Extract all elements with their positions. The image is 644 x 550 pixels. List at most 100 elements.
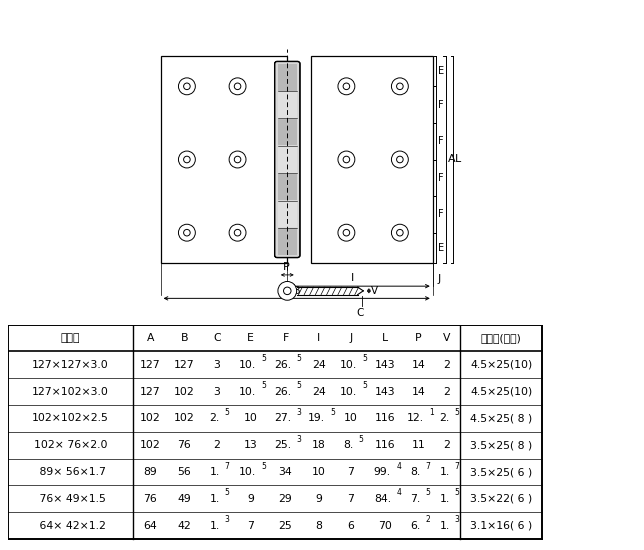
Text: 2.: 2. [209,414,220,424]
Text: 5: 5 [261,354,267,364]
Text: 8.: 8. [410,467,421,477]
Text: 127: 127 [140,360,161,370]
Circle shape [397,156,403,163]
Text: C: C [213,333,221,343]
Text: 5: 5 [455,408,460,417]
Text: 3: 3 [214,360,220,370]
Circle shape [229,151,246,168]
Circle shape [184,83,190,90]
Text: 99.: 99. [374,467,391,477]
Text: F: F [283,333,289,343]
Text: 13: 13 [243,440,257,450]
Text: 9: 9 [247,494,254,504]
Text: 127: 127 [174,360,194,370]
Text: 8.: 8. [343,440,354,450]
Text: 24: 24 [312,387,326,397]
Text: 5: 5 [225,488,229,498]
Text: 25: 25 [279,521,292,531]
Text: 2: 2 [214,440,220,450]
Text: 4.5×25(10): 4.5×25(10) [470,360,532,370]
Text: A: A [448,155,455,164]
Text: 5: 5 [362,381,367,390]
Text: 7: 7 [247,521,254,531]
Text: 6: 6 [348,521,354,531]
Text: F: F [439,210,444,219]
Text: 10: 10 [312,467,326,477]
Text: 102× 76×2.0: 102× 76×2.0 [34,440,108,450]
Circle shape [184,229,190,236]
Bar [278,92,297,118]
Text: 19.: 19. [308,414,325,424]
Text: A: A [147,333,154,343]
Text: 2: 2 [444,360,451,370]
Text: B: B [293,285,301,295]
Text: 3: 3 [297,408,302,417]
Text: 127×102×3.0: 127×102×3.0 [32,387,109,397]
Text: 1.: 1. [439,494,450,504]
Text: 8: 8 [316,521,322,531]
Text: 5: 5 [330,408,335,417]
Text: 6.: 6. [410,521,421,531]
Circle shape [397,229,403,236]
Text: 3: 3 [225,515,229,524]
Text: C: C [357,308,364,318]
Text: 1.: 1. [209,521,220,531]
Text: 1.: 1. [439,467,450,477]
Text: 5: 5 [297,381,302,390]
Text: 29: 29 [279,494,292,504]
Circle shape [343,83,350,90]
Circle shape [392,224,408,241]
Circle shape [343,229,350,236]
Text: 3: 3 [214,387,220,397]
Text: B: B [180,333,188,343]
FancyBboxPatch shape [274,62,300,257]
Text: 1.: 1. [439,521,450,531]
Text: 2: 2 [444,387,451,397]
Circle shape [178,224,195,241]
Text: V: V [443,333,451,343]
Bar [278,174,297,200]
Circle shape [338,151,355,168]
Text: 89× 56×1.7: 89× 56×1.7 [35,467,106,477]
Text: 10.: 10. [239,467,256,477]
Text: 18: 18 [312,440,326,450]
Text: 4: 4 [396,488,401,498]
Circle shape [278,282,297,300]
Text: 76: 76 [178,440,191,450]
Text: 3.5×25( 8 ): 3.5×25( 8 ) [470,440,532,450]
Text: 1: 1 [430,408,434,417]
Text: F: F [439,100,444,109]
Text: 7: 7 [426,461,431,471]
Text: 5: 5 [261,461,267,471]
Text: 116: 116 [375,440,395,450]
Bar [278,146,297,173]
Text: 76: 76 [144,494,157,504]
Text: 2: 2 [426,515,430,524]
Text: 102: 102 [140,440,161,450]
Text: 7: 7 [455,461,460,471]
Circle shape [283,287,291,295]
Text: 27.: 27. [274,414,292,424]
Text: 64: 64 [144,521,157,531]
Text: 5: 5 [455,488,460,498]
Text: 56: 56 [178,467,191,477]
Text: 5: 5 [426,488,431,498]
Circle shape [234,156,241,163]
Text: 127: 127 [140,387,161,397]
Text: 143: 143 [375,360,395,370]
Text: J: J [349,333,352,343]
Text: E: E [439,67,444,76]
Bar [278,201,297,227]
Text: 3.1×16( 6 ): 3.1×16( 6 ) [470,521,532,531]
Text: 10.: 10. [239,387,256,397]
Text: 84.: 84. [374,494,391,504]
Text: 14: 14 [412,387,425,397]
Circle shape [338,224,355,241]
Text: V: V [371,286,378,296]
Text: 34: 34 [279,467,292,477]
Bar [278,64,297,91]
Text: 木ネジ(本数): 木ネジ(本数) [480,333,522,343]
Text: 4: 4 [396,461,401,471]
Text: F: F [439,173,444,183]
Text: 102×102×2.5: 102×102×2.5 [32,414,109,424]
